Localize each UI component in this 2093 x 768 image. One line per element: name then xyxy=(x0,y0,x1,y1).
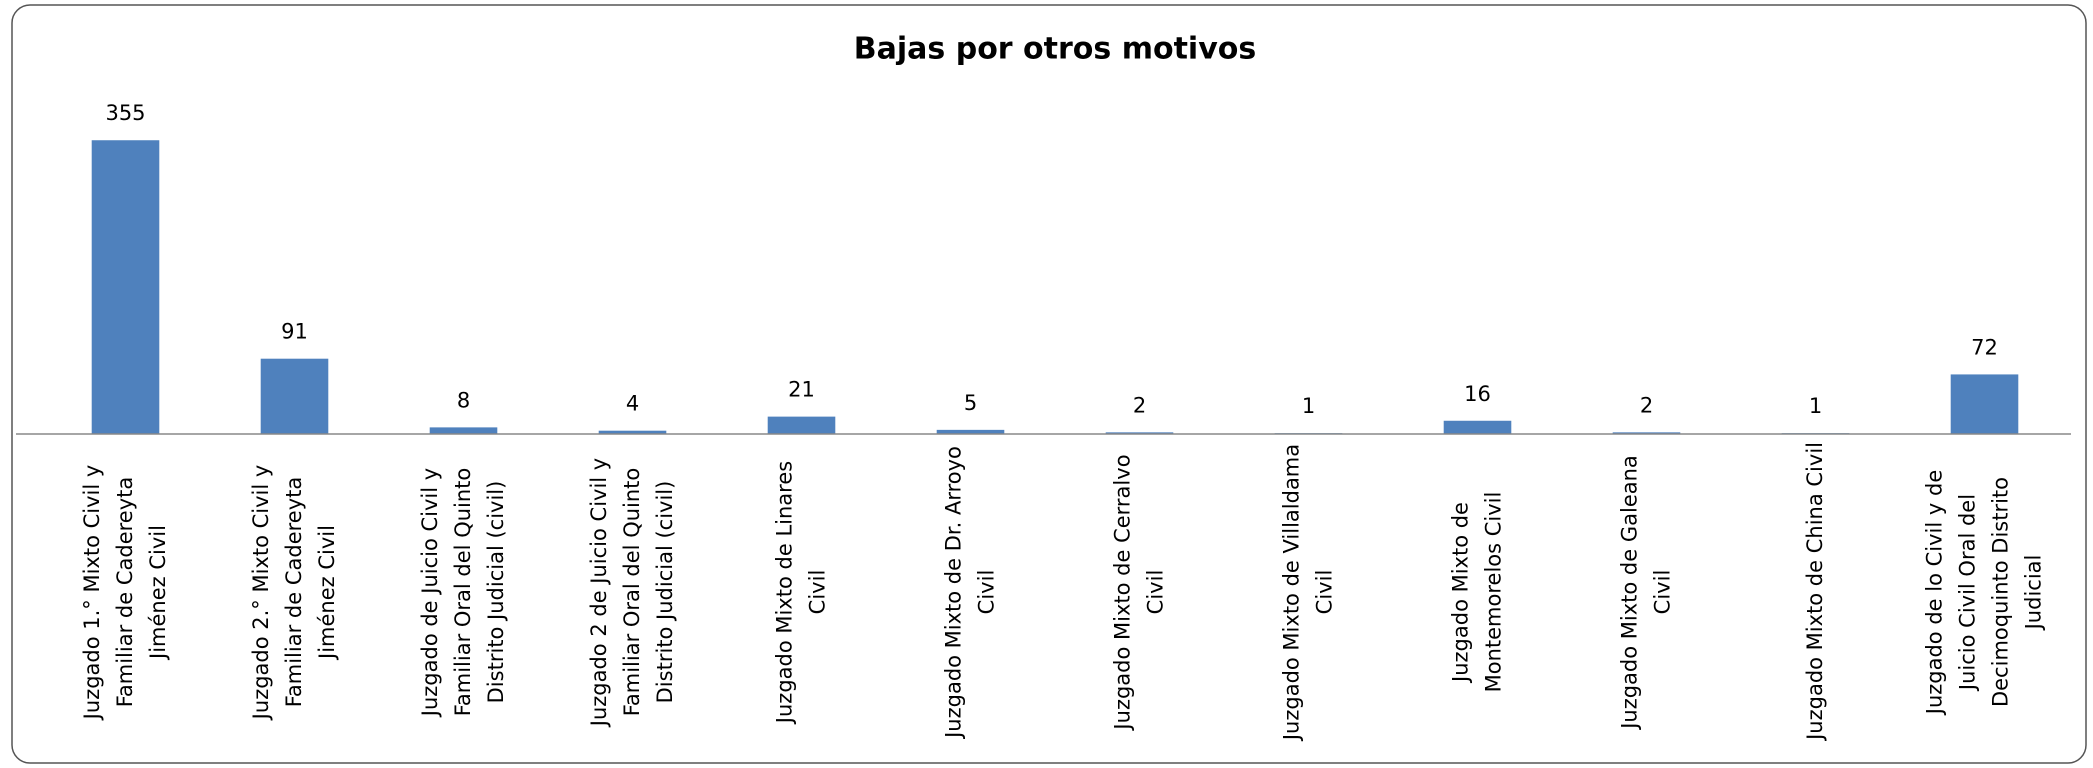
chart-title: Bajas por otros motivos xyxy=(854,32,1256,67)
x-tick-label: Juzgado Mixto de Cerralvo Civil xyxy=(1110,454,1168,730)
bar xyxy=(1612,432,1681,434)
bar xyxy=(936,429,1005,434)
x-tick-label: Juzgado Mixto de Villaldama Civil xyxy=(1279,443,1337,741)
x-tick-label: Juzgado Mixto de Dr. Arroyo Civil xyxy=(941,446,999,738)
data-label: 355 xyxy=(105,101,145,125)
data-label: 8 xyxy=(457,388,470,412)
bar xyxy=(91,140,160,435)
data-label: 16 xyxy=(1464,382,1491,406)
bar xyxy=(260,358,329,434)
data-label: 2 xyxy=(1133,393,1146,417)
data-label: 5 xyxy=(964,391,977,415)
x-tick-label: Juzgado 1.° Mixto Civil y Familiar de Ca… xyxy=(80,464,170,720)
data-label: 1 xyxy=(1809,394,1822,418)
bar xyxy=(767,416,836,434)
x-tick-label: Juzgado Mixto de Montemorelos Civil xyxy=(1448,491,1506,693)
bar xyxy=(1950,374,2019,434)
x-tick-label: Juzgado 2.° Mixto Civil y Familiar de Ca… xyxy=(249,464,339,720)
bar xyxy=(1105,432,1174,434)
data-label: 2 xyxy=(1640,393,1653,417)
data-label: 1 xyxy=(1302,394,1315,418)
data-label: 21 xyxy=(788,378,815,402)
bar xyxy=(429,427,498,434)
x-tick-label: Juzgado Mixto de China Civil xyxy=(1803,442,1827,740)
x-tick-label: Juzgado de Juicio Civil y Familiar Oral … xyxy=(418,467,508,717)
x-tick-label: Juzgado de lo Civil y de Juicio Civil Or… xyxy=(1922,469,2046,715)
x-tick-label: Juzgado Mixto de Galeana Civil xyxy=(1617,455,1675,729)
data-label: 4 xyxy=(626,392,639,416)
x-tick-label: Juzgado 2 de Juicio Civil y Familiar Ora… xyxy=(587,457,677,727)
bar xyxy=(598,430,667,434)
data-label: 72 xyxy=(1971,335,1998,359)
x-tick-label: Juzgado Mixto de Linares Civil xyxy=(772,460,830,724)
data-label: 91 xyxy=(281,320,308,344)
chart-border xyxy=(11,4,2087,764)
bar xyxy=(1443,420,1512,434)
